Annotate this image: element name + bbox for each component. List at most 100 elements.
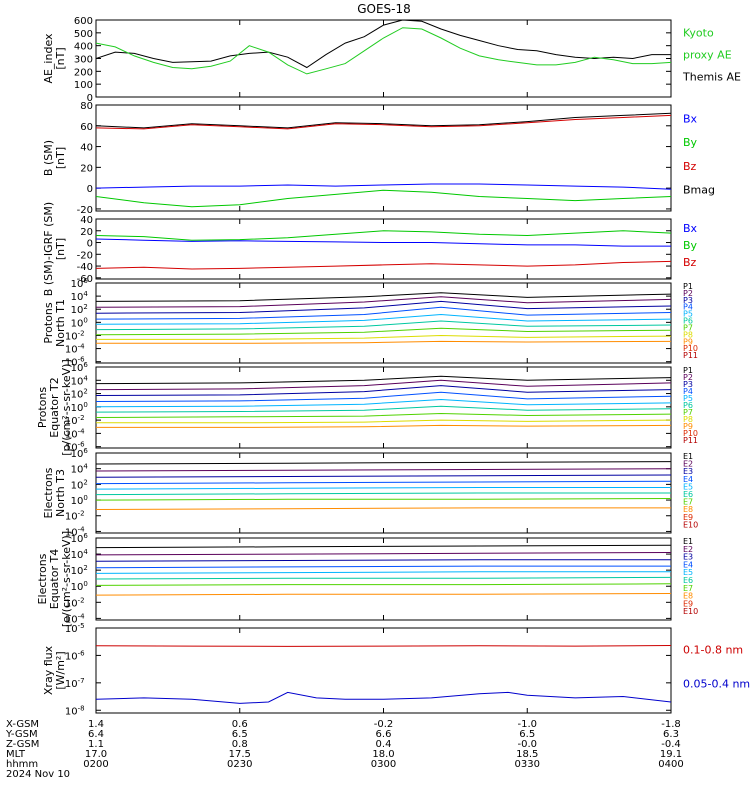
x-axis-row-value: 0230 [227, 759, 252, 770]
y-axis-label: [nT] [54, 147, 67, 169]
series-bx [96, 238, 671, 247]
legend-bz: Bz [683, 256, 697, 269]
x-axis-row-label: Y-GSM [5, 729, 38, 740]
legend-e5: E5 [683, 482, 693, 491]
y-tick-label: 104 [71, 548, 89, 561]
legend-p10: P10 [683, 429, 698, 438]
legend-p1: P1 [683, 282, 693, 291]
x-axis-row-value: 0200 [83, 759, 108, 770]
y-axis-label: B (SM)-IGRF (SM) [42, 202, 55, 296]
y-axis-label: [nT] [54, 47, 67, 69]
y-axis-label: B (SM) [42, 140, 55, 176]
legend-by: By [683, 239, 698, 252]
y-tick-label: 100 [71, 494, 88, 507]
x-axis-row-value: 0300 [371, 759, 396, 770]
legend-e2: E2 [683, 460, 693, 469]
series-p4 [96, 391, 671, 402]
y-tick-label: 10-8 [65, 704, 85, 717]
y-tick-label: 104 [71, 374, 89, 387]
x-axis-row-value: 6.5 [232, 729, 248, 740]
y-tick-label: 40 [80, 215, 93, 226]
panel-eequator: 106 104 102 100 10-2 10-4 Electrons Equator T4[… [36, 531, 698, 627]
series-p6 [96, 405, 671, 413]
y-tick-label: 10-4 [65, 525, 85, 538]
series-e2 [96, 468, 671, 472]
y-tick-label: 10-2 [65, 596, 85, 609]
series-bx [96, 183, 671, 190]
panel-frame [95, 218, 672, 280]
y-tick-label: 10-5 [65, 622, 85, 635]
legend-e9: E9 [683, 513, 693, 522]
legend-p3: P3 [683, 296, 693, 305]
y-axis-label: AE_index [42, 33, 55, 84]
y-tick-label: 106 [71, 361, 89, 374]
x-axis-row-value: 0.6 [232, 719, 248, 730]
y-tick-label: 102 [71, 478, 88, 491]
series-e7 [96, 498, 671, 501]
legend-themis-ae: Themis AE [682, 71, 741, 84]
legend-e6: E6 [683, 490, 693, 499]
series-bz [96, 260, 671, 270]
x-axis-row-value: -0.2 [374, 719, 394, 730]
series-e6 [96, 576, 671, 580]
x-axis-row-value: 0.4 [376, 739, 392, 750]
series-p1 [96, 292, 671, 302]
x-axis-row-label: X-GSM [6, 719, 39, 730]
y-tick-label: 500 [74, 29, 93, 40]
x-axis-row-label: MLT [6, 749, 26, 760]
y-tick-label: 60 [80, 122, 93, 133]
series-e5 [96, 571, 671, 574]
x-axis-table: X-GSM 1.4 0.6 -0.2 -1.0 -1.8 Y-GSM 6.4 6.5 6.6 6.5… [5, 719, 684, 780]
legend-e3: E3 [683, 553, 693, 562]
legend-e3: E3 [683, 467, 693, 476]
series-e2 [96, 552, 671, 556]
y-tick-label: 106 [71, 532, 89, 545]
y-tick-label: 10-2 [65, 414, 85, 427]
legend-p11: P11 [683, 351, 698, 360]
legend-proxy-ae: proxy AE [683, 49, 732, 62]
y-axis-label: Protons [42, 302, 55, 343]
y-axis-label: [nT] [54, 238, 67, 260]
series-p2 [96, 379, 671, 391]
y-tick-label: 10-7 [65, 677, 85, 690]
y-axis-label: Electrons [36, 553, 49, 604]
x-axis-row-value: -1.8 [661, 719, 681, 730]
x-axis-row-value: 17.5 [229, 749, 251, 760]
y-tick-label: 100 [74, 80, 93, 91]
x-axis-row-value: -1.0 [517, 719, 537, 730]
series-e3 [96, 559, 671, 562]
legend-e6: E6 [683, 576, 693, 585]
legend-e4: E4 [683, 475, 693, 484]
y-tick-label: -20 [77, 250, 93, 261]
series-e8 [96, 507, 671, 510]
series-by [96, 189, 671, 208]
y-axis-label: Protons [36, 387, 49, 428]
legend-p6: P6 [683, 401, 693, 410]
legend-e9: E9 [683, 599, 693, 608]
series-bz [96, 114, 671, 130]
y-tick-label: -60 [77, 274, 93, 285]
y-axis-label: Electrons [42, 467, 55, 518]
y-tick-label: 104 [71, 463, 89, 476]
series-p4 [96, 306, 671, 320]
y-axis-label: [e/(cm²-s-sr-keV)] [60, 531, 73, 627]
legend-p6: P6 [683, 317, 693, 326]
legend-e1: E1 [683, 452, 693, 461]
x-axis-row-label: Z-GSM [6, 739, 39, 750]
y-tick-label: 10-6 [65, 649, 85, 662]
y-tick-label: 100 [71, 316, 88, 329]
y-axis-label: [p/(cm²-s-sr-keV)] [60, 359, 73, 456]
legend-e10: E10 [683, 607, 698, 616]
series-e4 [96, 565, 671, 569]
y-axis-label: North T1 [54, 299, 67, 347]
series-p3 [96, 300, 671, 314]
legend-p9: P9 [683, 422, 693, 431]
y-tick-label: 40 [80, 143, 93, 154]
legend-p7: P7 [683, 408, 693, 417]
y-axis-label: [W/m²] [54, 651, 67, 689]
legend-p4: P4 [683, 387, 693, 396]
